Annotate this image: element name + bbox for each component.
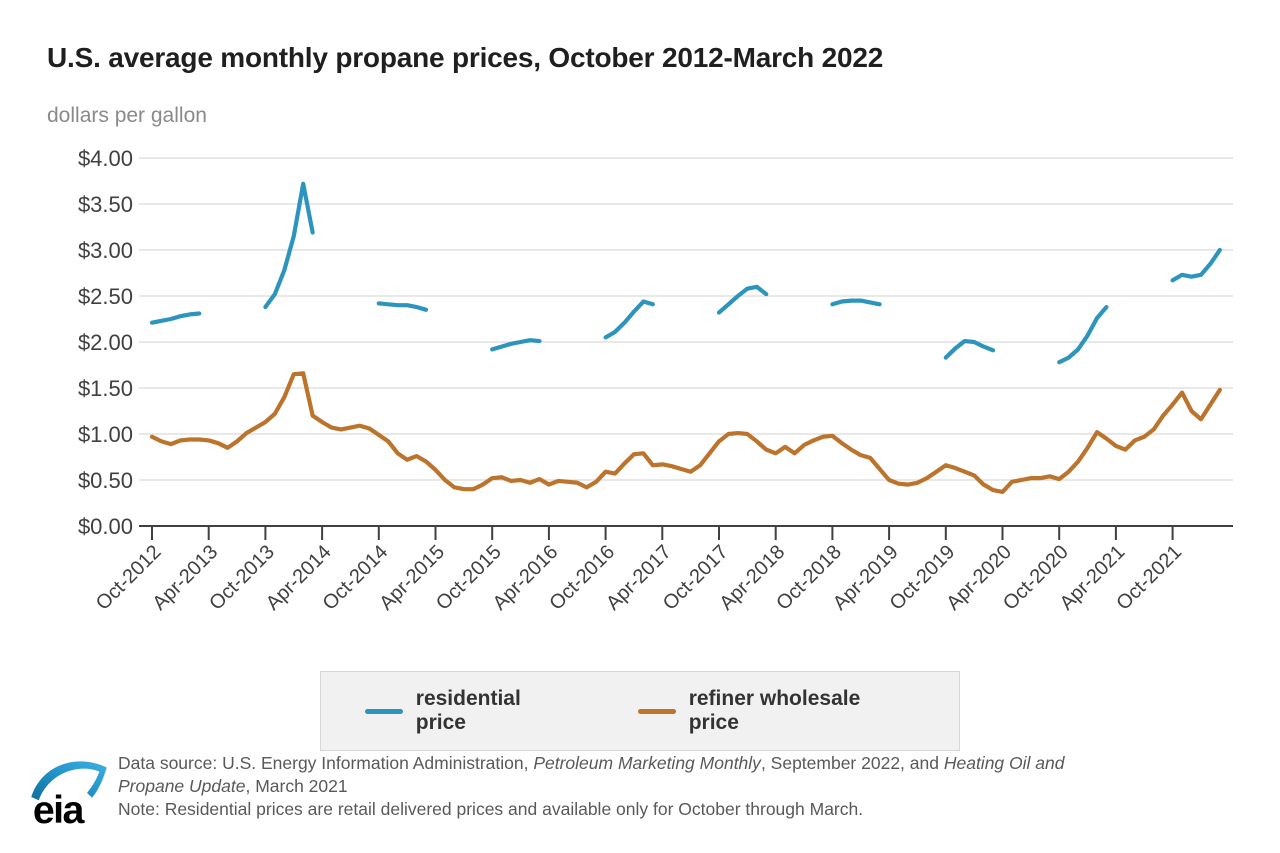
residential-line-swatch: [365, 708, 403, 714]
x-tick-label: Apr-2015: [375, 541, 449, 615]
residential-winter-segment: [1170, 247, 1222, 283]
footer-line: Data source: U.S. Energy Information Adm…: [118, 752, 1064, 775]
x-tick-label: Oct-2013: [205, 541, 279, 615]
residential-winter-segment: [1057, 304, 1109, 365]
x-axis: Oct-2012Apr-2013Oct-2013Apr-2014Oct-2014…: [92, 525, 1233, 615]
x-tick-label: Oct-2016: [545, 541, 619, 615]
x-tick-label: Apr-2014: [262, 541, 336, 615]
footer-text: Data source: U.S. Energy Information Adm…: [118, 748, 1064, 821]
footer-publication-name: Propane Update: [118, 776, 246, 797]
x-tick-label: Apr-2018: [715, 541, 789, 615]
x-tick-label: Oct-2015: [432, 541, 506, 615]
y-axis-units-label: dollars per gallon: [47, 104, 207, 127]
y-tick-label: $1.00: [78, 422, 133, 447]
chart-title: U.S. average monthly propane prices, Oct…: [47, 42, 884, 73]
x-tick-label: Oct-2012: [92, 541, 166, 615]
x-tick-label: Apr-2013: [148, 541, 222, 615]
x-tick-label: Apr-2019: [829, 541, 903, 615]
footer: eia Data source: U.S. Energy Information…: [28, 748, 1064, 830]
eia-logo-text: eia: [33, 788, 86, 830]
footer-line: Note: Residential prices are retail deli…: [118, 798, 1064, 821]
residential-winter-segment: [376, 301, 429, 312]
y-tick-label: $1.50: [78, 376, 133, 401]
y-tick-label: $3.00: [78, 238, 133, 263]
legend-item-wholesale: refiner wholesale price: [637, 687, 915, 735]
x-tick-label: Oct-2021: [1112, 541, 1186, 615]
residential-winter-segment: [490, 338, 542, 352]
y-tick-label: $2.50: [78, 284, 133, 309]
residential-winter-segment: [149, 311, 202, 325]
y-tick-label: $2.00: [78, 330, 133, 355]
footer-text-run: Data source: U.S. Energy Information Adm…: [118, 753, 534, 773]
x-tick-label: Oct-2020: [999, 541, 1073, 615]
eia-logo: eia: [31, 761, 107, 830]
footer-line: Propane Update, March 2021: [118, 775, 1064, 798]
x-tick-label: Apr-2016: [489, 541, 563, 615]
residential-winter-segment: [603, 299, 655, 340]
residential-winter-segment: [263, 181, 315, 310]
y-tick-label: $0.00: [78, 514, 133, 539]
wholesale-price-line: [149, 371, 1222, 495]
footer-text-run: , September 2022, and: [760, 753, 944, 773]
wholesale-line-swatch: [637, 708, 676, 714]
x-tick-label: Oct-2014: [319, 541, 393, 615]
residential-price-line: [149, 181, 1222, 365]
x-tick-label: Oct-2019: [886, 541, 960, 615]
y-axis-labels: $4.00 $3.50 $3.00 $2.50 $2.00 $1.50 $1.00 $0.50…: [78, 146, 133, 539]
legend-label-wholesale: refiner wholesale price: [688, 687, 861, 734]
eia-swoosh-icon: [31, 761, 107, 801]
footer-text-run: Note: Residential prices are retail deli…: [118, 799, 864, 820]
footer-text-run: , March 2021: [245, 776, 348, 797]
x-tick-label: Oct-2018: [772, 541, 846, 615]
footer-publication-name: Petroleum Marketing Monthly: [533, 753, 761, 773]
legend-item-residential: residential price: [365, 687, 576, 735]
legend-label-residential: residential price: [415, 687, 521, 734]
y-gridlines: [139, 157, 1233, 481]
y-tick-label: $3.50: [78, 192, 133, 217]
residential-winter-segment: [830, 298, 882, 307]
residential-winter-segment: [716, 284, 769, 315]
footer-publication-name: Heating Oil and: [943, 753, 1065, 773]
y-tick-label: $0.50: [78, 468, 133, 493]
x-tick-label: Apr-2020: [942, 541, 1016, 615]
x-tick-label: Apr-2017: [602, 541, 676, 615]
price-chart: $4.00 $3.50 $3.00 $2.50 $2.00 $1.50 $1.00 $0.50…: [78, 146, 1233, 615]
residential-winter-segment: [943, 338, 996, 360]
x-tick-label: Apr-2021: [1056, 541, 1130, 615]
x-tick-label: Oct-2017: [659, 541, 733, 615]
y-tick-label: $4.00: [78, 146, 133, 171]
legend: residential price refiner wholesale pric…: [320, 671, 960, 751]
